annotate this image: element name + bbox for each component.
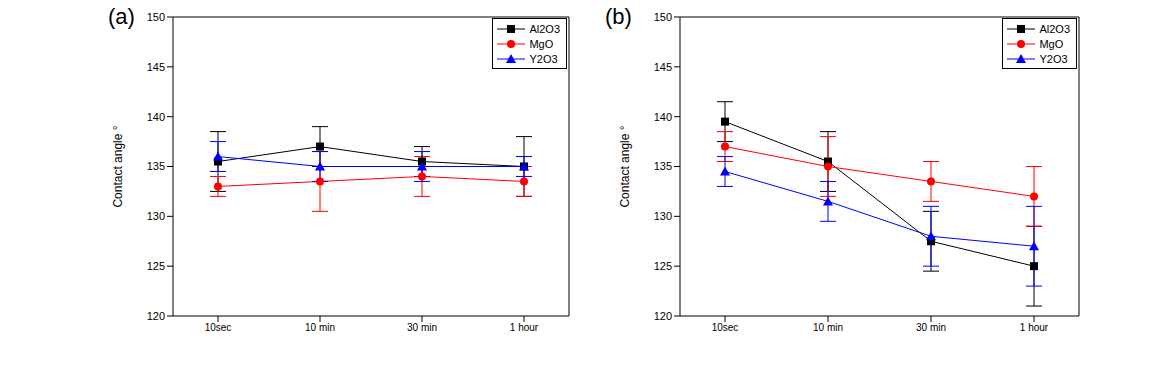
html-text:MgO: MgO [1039,37,1064,50]
svg-text:Contact angle °: Contact angle ° [111,125,125,207]
html-text:MgO: MgO [529,37,554,50]
html-text:Al2O3: Al2O3 [529,22,560,35]
svg-text:145: 145 [654,61,672,73]
html-text:Y2O3: Y2O3 [1039,52,1068,65]
svg-text:135: 135 [654,160,672,172]
svg-text:10 min: 10 min [813,322,843,333]
html-text:Y2O3: Y2O3 [529,52,558,65]
svg-text:130: 130 [147,210,165,222]
svg-text:Contact angle °: Contact angle ° [618,125,632,207]
svg-text:135: 135 [147,160,165,172]
svg-text:125: 125 [147,260,165,272]
svg-text:30 min: 30 min [407,322,437,333]
svg-text:120: 120 [147,310,165,322]
svg-text:125: 125 [654,260,672,272]
svg-text:140: 140 [147,111,165,123]
svg-text:1 hour: 1 hour [510,322,539,333]
svg-text:150: 150 [147,11,165,23]
html-text:(b): (b) [605,4,632,29]
svg-text:150: 150 [654,11,672,23]
svg-text:1 hour: 1 hour [1020,322,1049,333]
svg-text:145: 145 [147,61,165,73]
svg-text:30 min: 30 min [916,322,946,333]
svg-text:10sec: 10sec [712,322,739,333]
svg-text:130: 130 [654,210,672,222]
svg-text:140: 140 [654,111,672,123]
html-text:(a): (a) [108,4,135,29]
html-text:Al2O3: Al2O3 [1039,22,1070,35]
svg-text:10sec: 10sec [205,322,232,333]
svg-text:10 min: 10 min [305,322,335,333]
svg-text:120: 120 [654,310,672,322]
